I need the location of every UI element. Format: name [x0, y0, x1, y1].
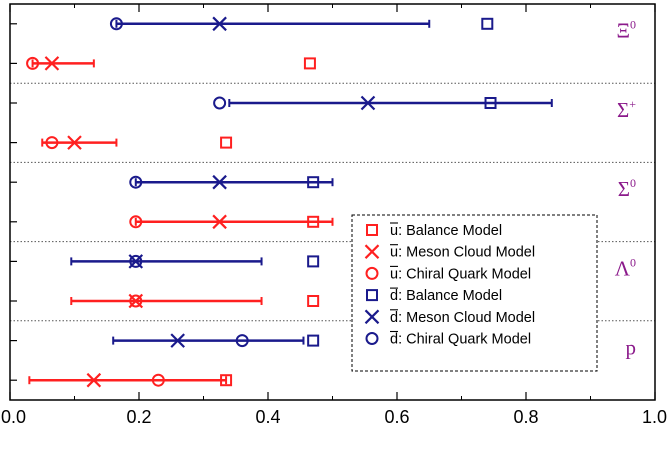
meson-cloud-model-point: [212, 174, 227, 190]
group-label: Λ0: [615, 255, 636, 280]
meson-cloud-model-point: [360, 95, 376, 111]
legend-marker: [364, 244, 380, 259]
balance-model-point: [303, 57, 316, 70]
data-row: [41, 135, 233, 150]
balance-model-point: [220, 136, 233, 149]
data-row: [28, 372, 233, 388]
legend-label: d: Meson Cloud Model: [390, 310, 535, 326]
legend-label: d: Chiral Quark Model: [390, 332, 531, 348]
legend-box: [351, 214, 598, 372]
x-tick-label: 0.2: [126, 407, 151, 427]
legend-marker: [365, 266, 379, 280]
data-row: [70, 293, 320, 309]
meson-cloud-model-point: [212, 16, 227, 32]
chiral-quark-model-point: [213, 96, 227, 110]
balance-model-point: [484, 97, 497, 109]
chiral-quark-model-point: [129, 215, 143, 229]
meson-cloud-model-point: [212, 214, 227, 230]
balance-model-point: [307, 215, 320, 228]
balance-model-point: [307, 295, 320, 307]
chiral-quark-model-point: [109, 17, 123, 31]
x-tick-label: 0.6: [384, 407, 409, 427]
x-tick-label: 0.4: [255, 407, 280, 427]
chiral-quark-model-point: [151, 373, 165, 387]
legend-label: u: Chiral Quark Model: [390, 266, 531, 282]
legend-label: u: Meson Cloud Model: [390, 245, 535, 261]
balance-model-point: [220, 374, 233, 387]
meson-cloud-model-point: [86, 372, 102, 388]
data-row: [26, 56, 316, 71]
legend-marker: [366, 289, 378, 302]
data-row: [70, 254, 320, 269]
x-tick-label: 1.0: [642, 407, 667, 427]
x-tick-label: 0.0: [1, 407, 26, 427]
group-label: Σ0: [618, 176, 636, 201]
legend-marker: [365, 332, 379, 345]
legend-entry: u: Balance Model: [366, 222, 502, 239]
legend-marker: [366, 224, 378, 236]
legend-entry: u: Chiral Quark Model: [365, 265, 531, 282]
balance-model-point: [307, 176, 320, 189]
balance-model-point: [307, 334, 320, 347]
legend-marker: [364, 309, 380, 325]
chiral-quark-model-point: [235, 334, 249, 348]
data-row: [112, 333, 320, 348]
chiral-quark-model-point: [26, 56, 40, 70]
legend-entry: d: Balance Model: [366, 287, 502, 304]
legend-entry: d: Meson Cloud Model: [364, 309, 535, 326]
legend-label: u: Balance Model: [390, 223, 502, 239]
legend-label: d: Balance Model: [390, 288, 502, 304]
group-label: Σ+: [617, 97, 636, 122]
chiral-quark-model-point: [129, 175, 143, 189]
balance-model-point: [307, 255, 320, 268]
legend-entry: d: Chiral Quark Model: [365, 330, 531, 348]
legend: u: Balance Model u: Meson Cloud Model u: C…: [351, 214, 598, 372]
balance-model-point: [481, 17, 494, 30]
data-row: [129, 174, 334, 190]
legend-entry: u: Meson Cloud Model: [364, 244, 535, 261]
data-row: [213, 95, 553, 111]
meson-cloud-model-point: [170, 333, 185, 348]
group-label: p: [626, 335, 637, 359]
x-tick-label: 0.8: [513, 407, 538, 427]
meson-cloud-model-point: [44, 56, 60, 71]
data-row: [129, 214, 334, 230]
group-label: Ξ0: [616, 18, 636, 43]
meson-cloud-model-point: [67, 135, 82, 150]
chiral-quark-model-point: [129, 294, 143, 308]
data-row: [109, 16, 494, 32]
plot-frame: [9, 3, 656, 401]
chiral-quark-model-point: [45, 136, 59, 150]
chiral-quark-model-point: [129, 254, 143, 268]
